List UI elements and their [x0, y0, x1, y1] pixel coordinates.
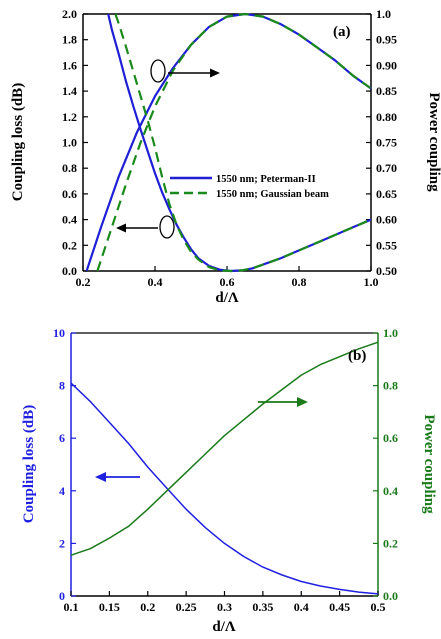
chart-b-xtick-label: 0.2	[140, 600, 155, 614]
chart-a-xlabel: d/Λ	[215, 290, 239, 306]
chart-a-y2tick-label: 0.75	[376, 136, 397, 150]
chart-b-y2tick-label: 0.6	[383, 431, 398, 445]
chart-b-ytick-label: 8	[59, 379, 65, 393]
chart-a-y2tick-label: 0.90	[376, 58, 397, 72]
chart-b-series-line-0	[70, 382, 379, 595]
chart-a-circle-power	[150, 59, 166, 83]
chart-b-xtick-label: 0.35	[252, 600, 273, 614]
chart-a-xtick-label: 0.2	[76, 275, 91, 289]
chart-b: 0.1 0.15 0.2 0.25 0.3 0.35 0.4 0.45 0.5 0 2 4 6 8 10 0.…	[21, 326, 437, 635]
chart-b-xtick-label: 0.25	[176, 600, 197, 614]
chart-a-arrowhead-right	[210, 68, 220, 78]
chart-b-y2tick-label: 1.0	[383, 326, 398, 340]
chart-a-ytick-label: 1.2	[62, 110, 77, 124]
chart-a-ytick-label: 2.0	[62, 7, 77, 21]
chart-a-panel-label: (a)	[333, 24, 351, 40]
chart-a-circle-loss	[159, 215, 175, 239]
chart-a-y2tick-label: 0.65	[376, 187, 397, 201]
chart-b-ytick-label: 0	[59, 589, 65, 603]
chart-b-xtick-label: 0.1	[64, 600, 79, 614]
chart-b-xtick-label: 0.15	[99, 600, 120, 614]
chart-a-series-line-1	[85, 12, 372, 272]
chart-a-ticks: 0.2 0.4 0.6 0.8 1.00.00.20.40.60.81.01.21.41…	[62, 7, 397, 289]
chart-a-ytick-label: 1.6	[62, 58, 77, 72]
chart-b-ylabel: Coupling loss (dB)	[21, 405, 37, 523]
chart-a-ylabel: Coupling loss (dB)	[10, 83, 26, 201]
legend-label-peterman: 1550 nm; Peterman-II	[216, 174, 316, 185]
chart-a-ytick-label: 0.8	[62, 161, 77, 175]
chart-b-xtick-label: 0.4	[294, 600, 309, 614]
chart-b-xtick-label: 0.5	[371, 600, 386, 614]
chart-a-xtick-label: 0.6	[220, 275, 235, 289]
chart-b-xtick-label: 0.45	[329, 600, 350, 614]
chart-b-arrowhead-left	[95, 472, 106, 482]
chart-b-y2label: Power coupling	[421, 414, 437, 514]
chart-a-ytick-label: 0.4	[62, 213, 77, 227]
chart-a-y2label: Power coupling	[426, 92, 441, 192]
chart-a-ytick-label: 0.0	[62, 264, 77, 278]
chart-a-y2tick-label: 0.55	[376, 238, 397, 252]
chart-b-xtick-label: 0.3	[217, 600, 232, 614]
chart-a-xtick-label: 0.4	[148, 275, 163, 289]
chart-a-y2tick-label: 0.95	[376, 33, 397, 47]
chart-b-y2tick-label: 0.8	[383, 379, 398, 393]
chart-a-series-line-2	[114, 13, 372, 273]
chart-a-y2tick-label: 0.50	[376, 264, 397, 278]
chart-a-y2tick-label: 0.80	[376, 110, 397, 124]
chart-a: 0.2 0.4 0.6 0.8 1.00.00.20.40.60.81.01.21.41…	[10, 7, 441, 306]
chart-a-y2tick-label: 0.60	[376, 213, 397, 227]
chart-a-arrowhead-left	[116, 223, 126, 233]
chart-a-y2tick-label: 0.85	[376, 84, 397, 98]
chart-b-y2tick-label: 0.2	[383, 536, 398, 550]
chart-a-ytick-label: 1.4	[62, 84, 77, 98]
chart-b-ytick-label: 6	[59, 431, 65, 445]
chart-b-xlabel: d/Λ	[212, 619, 236, 635]
chart-b-series-line-1	[70, 341, 379, 556]
chart-b-ticks: 0.1 0.15 0.2 0.25 0.3 0.35 0.4 0.45 0.5 0 2 4 6 8 10 0.…	[53, 326, 398, 614]
chart-a-xtick-label: 0.8	[292, 275, 307, 289]
chart-b-arrowhead-right	[297, 397, 308, 407]
chart-a-y2tick-label: 0.70	[376, 161, 397, 175]
chart-a-ytick-label: 0.2	[62, 238, 77, 252]
chart-b-panel-label: (b)	[348, 348, 366, 364]
legend-label-gaussian: 1550 nm; Gaussian beam	[216, 189, 329, 200]
chart-a-xtick-label: 1.0	[364, 275, 379, 289]
chart-a-y2tick-label: 1.0	[376, 7, 391, 21]
chart-b-y2tick-label: 0.0	[383, 589, 398, 603]
chart-b-ytick-label: 10	[53, 326, 65, 340]
chart-a-series-line-3	[96, 12, 372, 272]
chart-a-ytick-label: 1.0	[62, 136, 77, 150]
chart-b-ytick-label: 2	[59, 536, 65, 550]
chart-a-series-line-0	[107, 13, 372, 273]
chart-a-series	[85, 12, 372, 273]
chart-b-ytick-label: 4	[59, 484, 65, 498]
chart-a-legend: 1550 nm; Peterman-II 1550 nm; Gaussian b…	[170, 174, 329, 200]
chart-b-y2tick-label: 0.4	[383, 484, 398, 498]
chart-a-ytick-label: 1.8	[62, 33, 77, 47]
chart-a-ytick-label: 0.6	[62, 187, 77, 201]
chart-b-series	[70, 341, 379, 595]
